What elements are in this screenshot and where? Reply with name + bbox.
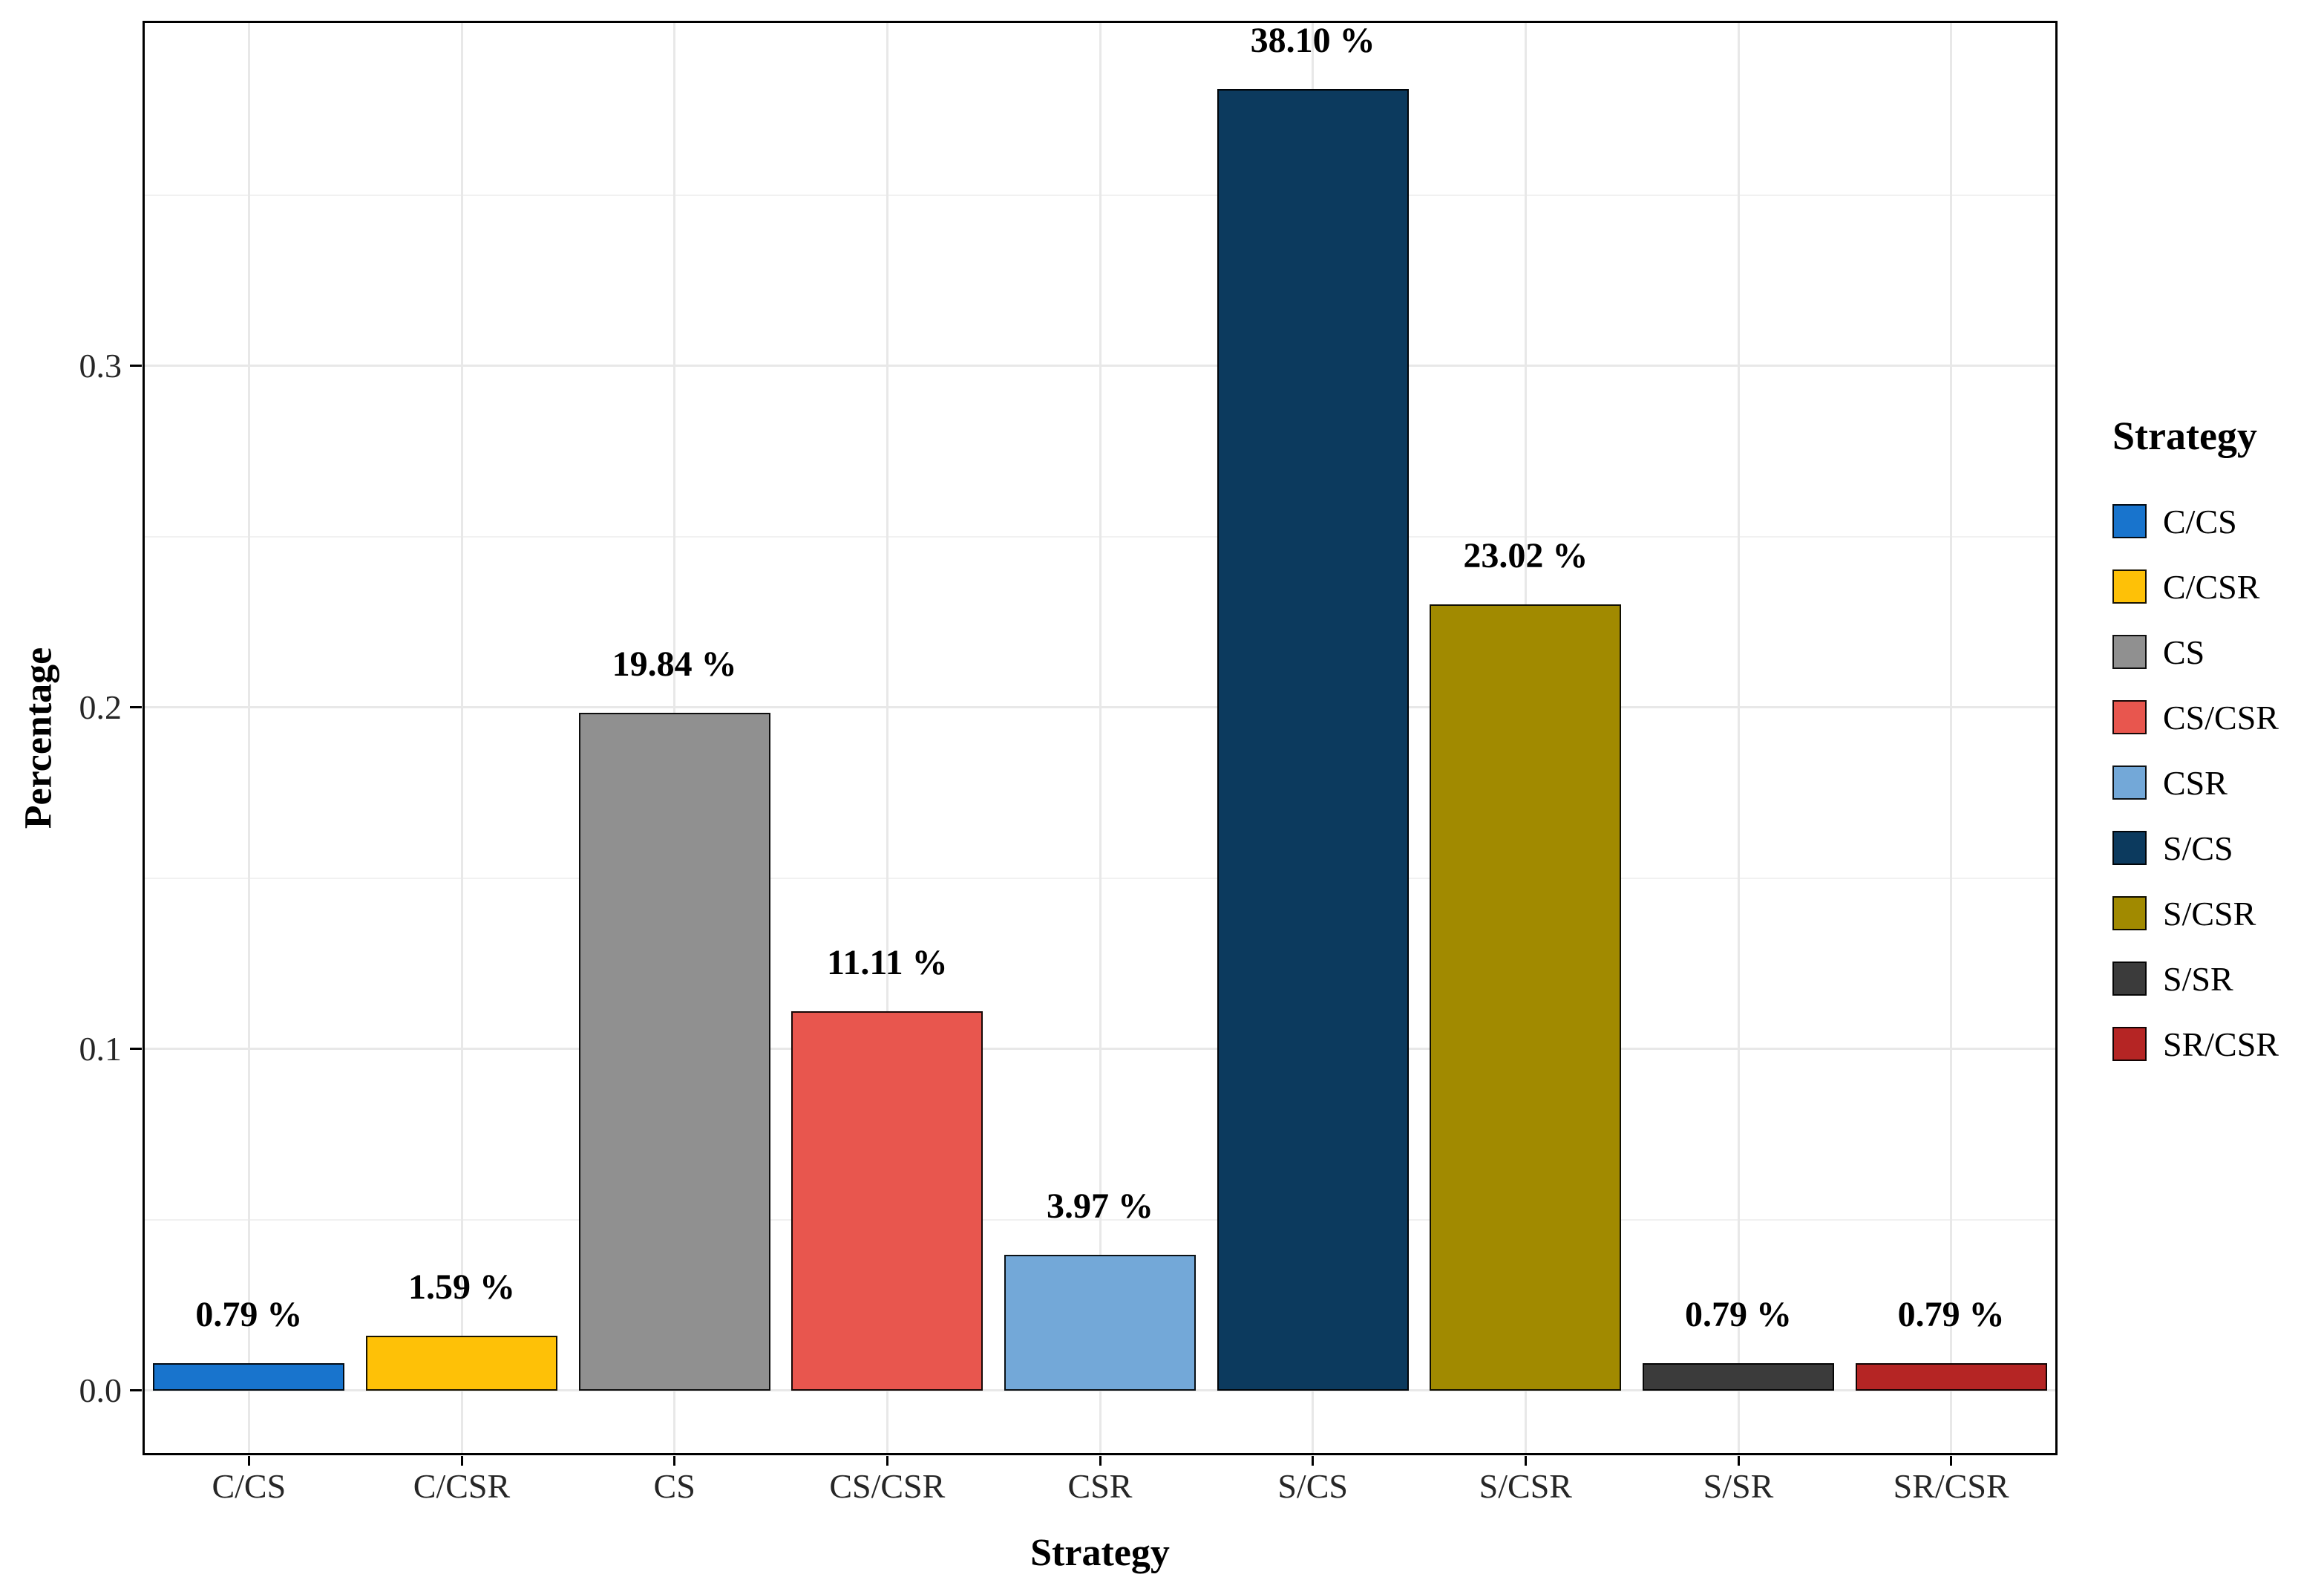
legend-key-swatch (2112, 765, 2147, 800)
legend-item: C/CS (2112, 489, 2324, 554)
y-axis-tick (130, 365, 142, 368)
legend-item: S/SR (2112, 946, 2324, 1011)
bar-value-label: 0.79 % (1685, 1295, 1792, 1335)
bar-value-label: 0.79 % (195, 1295, 303, 1335)
legend-key-swatch (2112, 569, 2147, 604)
x-axis-tick (886, 1456, 888, 1466)
legend-title: Strategy (2112, 414, 2257, 458)
x-axis-tick (1737, 1456, 1740, 1466)
y-tick-label: 0.1 (79, 1029, 122, 1068)
bar-value-label: 11.11 % (826, 942, 948, 982)
y-tick-label: 0.2 (79, 688, 122, 726)
legend-item-label: C/CSR (2163, 567, 2260, 606)
x-axis-tick (247, 1456, 250, 1466)
x-tick-label: SR/CSR (1893, 1467, 2009, 1505)
x-tick-label: C/CSR (413, 1467, 511, 1505)
legend-item-label: S/SR (2163, 959, 2233, 998)
x-axis-tick (460, 1456, 463, 1466)
x-axis-tick (1099, 1456, 1102, 1466)
y-tick-label: 0.3 (79, 346, 122, 385)
legend-item: CS (2112, 619, 2324, 685)
bar-value-label: 0.79 % (1897, 1295, 2005, 1335)
legend-key-swatch (2112, 700, 2147, 734)
bar-cs (578, 712, 770, 1391)
x-tick-label: S/CSR (1479, 1467, 1572, 1505)
y-axis-tick (130, 1389, 142, 1392)
legend-key-swatch (2112, 635, 2147, 669)
x-axis-tick (1524, 1456, 1527, 1466)
gridline-vertical (886, 21, 888, 1455)
bar-value-label: 3.97 % (1047, 1186, 1153, 1226)
legend-key-swatch (2112, 504, 2147, 538)
bar-s-csr (1430, 604, 1622, 1391)
x-axis-tick (1312, 1456, 1315, 1466)
x-axis-tick (673, 1456, 676, 1466)
legend-item: S/CSR (2112, 881, 2324, 946)
x-tick-label: CS (653, 1467, 695, 1505)
x-tick-label: CSR (1067, 1467, 1133, 1505)
x-tick-label: CS/CSR (829, 1467, 946, 1505)
legend-item-label: CS/CSR (2163, 698, 2279, 737)
x-axis-title: Strategy (1030, 1532, 1170, 1574)
y-tick-label: 0.0 (79, 1371, 122, 1409)
bar-sr-csr (1855, 1363, 2047, 1391)
gridline-vertical (1950, 21, 1953, 1455)
legend-item: CSR (2112, 750, 2324, 815)
legend-item: C/CSR (2112, 554, 2324, 619)
y-axis-tick (130, 706, 142, 709)
x-axis-tick (1950, 1456, 1953, 1466)
legend-item: CS/CSR (2112, 685, 2324, 750)
bar-s-cs (1217, 89, 1409, 1391)
gridline-vertical (460, 21, 463, 1455)
legend-item-label: SR/CSR (2163, 1025, 2279, 1063)
y-axis-tick (130, 1048, 142, 1051)
bar-cs-csr (791, 1011, 983, 1391)
gridline-vertical (1737, 21, 1740, 1455)
x-tick-label: C/CS (212, 1467, 287, 1505)
bar-s-sr (1643, 1363, 1834, 1391)
bar-value-label: 38.10 % (1250, 21, 1375, 60)
legend-key-swatch (2112, 962, 2147, 996)
x-tick-label: S/CS (1277, 1467, 1348, 1505)
bar-c-csr (366, 1336, 557, 1391)
bar-value-label: 1.59 % (408, 1267, 515, 1308)
gridline-vertical (1099, 21, 1102, 1455)
bar-csr (1004, 1254, 1196, 1391)
x-tick-label: S/SR (1703, 1467, 1774, 1505)
legend-key-swatch (2112, 896, 2147, 930)
legend-item-label: CSR (2163, 763, 2228, 802)
legend-key-swatch (2112, 1027, 2147, 1061)
bar-value-label: 23.02 % (1463, 535, 1588, 575)
legend-item-label: CS (2163, 633, 2205, 671)
legend: Strategy C/CS C/CSR CS CS/CSR CSR S/CS S/CSR S/… (2112, 413, 2324, 1077)
bar-value-label: 19.84 % (612, 644, 737, 684)
legend-entries: C/CS C/CSR CS CS/CSR CSR S/CS S/CSR S/SR SR/CSR (2112, 489, 2324, 1077)
legend-item: S/CS (2112, 815, 2324, 881)
y-axis-title: Percentage (17, 647, 60, 829)
legend-key-swatch (2112, 831, 2147, 865)
legend-item: SR/CSR (2112, 1011, 2324, 1077)
legend-item-label: C/CS (2163, 502, 2237, 541)
legend-item-label: S/CS (2163, 829, 2233, 867)
legend-item-label: S/CSR (2163, 894, 2256, 933)
bar-c-cs (153, 1363, 345, 1391)
gridline-vertical (247, 21, 250, 1455)
